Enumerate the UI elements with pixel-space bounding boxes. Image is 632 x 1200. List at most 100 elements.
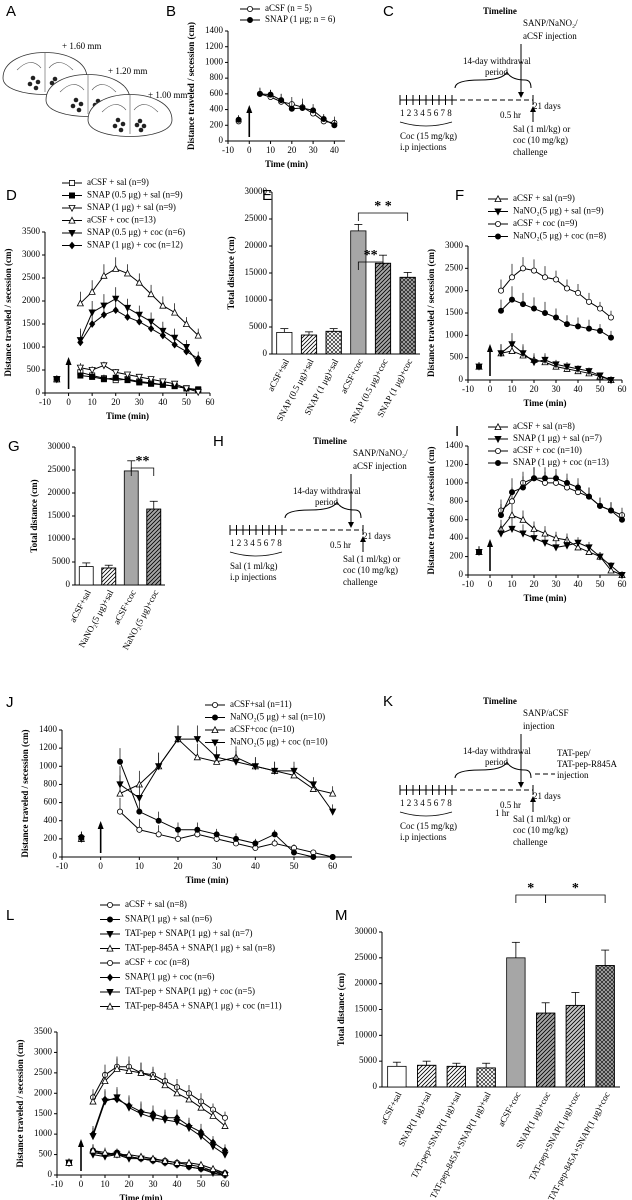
- x-tick-label: 40: [330, 145, 340, 155]
- data-point: [124, 313, 131, 321]
- diagram-label: coc (10 mg/kg): [513, 135, 568, 145]
- y-axis-label: Distance traveled / secession (cm): [426, 447, 436, 575]
- data-point: [619, 516, 626, 523]
- data-point: [161, 1156, 169, 1164]
- data-point: [149, 1154, 157, 1162]
- y-tick-label: 800: [210, 72, 224, 82]
- data-point: [520, 265, 527, 272]
- y-tick-label: 3000: [445, 240, 464, 250]
- data-point: [155, 817, 162, 824]
- data-point: [170, 380, 179, 388]
- data-point: [88, 366, 96, 375]
- bar-hatch: [446, 1065, 466, 1088]
- diagram-label: TAT-pep/: [557, 748, 591, 758]
- legend-marker: [246, 6, 253, 12]
- y-tick-label: 30000: [355, 926, 378, 936]
- series-line: [119, 761, 333, 858]
- data-point: [309, 781, 317, 789]
- x-tick-label: 0: [488, 384, 493, 394]
- x-tick-label: 20: [125, 1179, 135, 1189]
- panel-letter: C: [383, 3, 394, 20]
- legend-marker: [494, 435, 502, 444]
- data-point: [76, 364, 85, 372]
- x-tick-label: -10: [462, 579, 474, 589]
- x-tick-label: -10: [222, 145, 234, 155]
- x-tick-label: 40: [173, 1179, 183, 1189]
- x-tick-label: 30: [309, 145, 319, 155]
- data-point: [575, 484, 582, 491]
- bar-hatch: [595, 965, 615, 1088]
- x-tick-label: 60: [618, 579, 628, 589]
- y-tick-label: 600: [210, 88, 224, 98]
- legend-marker: [68, 229, 76, 238]
- x-tick-label: -10: [39, 397, 51, 407]
- data-point: [508, 489, 515, 496]
- x-tick-label: aCSF+sal: [378, 1090, 404, 1126]
- injection-site: [70, 103, 76, 109]
- brace: [399, 121, 453, 127]
- y-axis-label: Distance traveled / secession (cm): [3, 249, 13, 377]
- data-point: [159, 301, 167, 309]
- data-point: [195, 354, 202, 363]
- bar-hatch: [399, 276, 416, 355]
- data-point: [320, 116, 327, 123]
- data-point: [123, 371, 132, 379]
- bar-hatch: [565, 1004, 585, 1088]
- data-point: [89, 373, 96, 380]
- diagram-label: SANP/aCSF: [523, 708, 569, 718]
- data-point: [197, 1160, 205, 1168]
- y-tick-label: 0: [373, 1081, 378, 1091]
- y-tick-label: 200: [210, 119, 224, 129]
- diagram-label: 14-day withdrawal: [463, 746, 531, 756]
- data-point: [100, 310, 108, 319]
- y-tick-label: 1400: [205, 25, 224, 35]
- y-tick-label: 500: [27, 364, 41, 374]
- legend-marker: [494, 220, 501, 227]
- y-tick-label: 1500: [34, 1108, 53, 1118]
- data-point: [116, 789, 124, 797]
- data-point: [608, 334, 615, 341]
- injection-site: [27, 81, 33, 87]
- y-tick-label: 30000: [48, 441, 71, 451]
- data-point: [221, 1151, 229, 1159]
- data-point: [197, 1103, 205, 1111]
- data-point: [608, 314, 615, 321]
- data-point: [607, 566, 615, 574]
- data-point: [508, 274, 515, 281]
- data-point: [256, 90, 263, 97]
- data-point: [185, 1158, 193, 1166]
- data-point: [77, 835, 85, 843]
- x-tick-label: 40: [574, 579, 584, 589]
- y-tick-label: 1500: [22, 318, 41, 328]
- legend-label: aCSF + coc (n=8): [125, 957, 189, 967]
- data-point: [136, 826, 143, 833]
- data-point: [497, 307, 504, 314]
- data-point: [161, 1081, 169, 1089]
- diagram-label: injection: [523, 721, 555, 731]
- series-line: [500, 514, 623, 576]
- y-tick-label: 0: [459, 569, 464, 579]
- y-tick-label: 0: [48, 1169, 53, 1179]
- y-tick-label: 15000: [355, 1004, 378, 1014]
- diagram-label: SANP/NaNO₂/: [353, 448, 408, 458]
- diagram-label: period: [485, 757, 508, 767]
- data-point: [299, 105, 306, 112]
- data-point: [232, 758, 240, 766]
- injection-site: [134, 122, 140, 128]
- injection-site: [52, 76, 58, 82]
- diagram-label: TAT-pep-R845A: [557, 759, 617, 769]
- data-point: [88, 287, 96, 295]
- diagram-label: challenge: [513, 147, 547, 157]
- arrow-head: [530, 796, 536, 802]
- significance-bracket: [130, 467, 155, 476]
- panel-letter: A: [6, 3, 16, 20]
- significance-bracket: [357, 212, 409, 221]
- x-tick-label: 10: [101, 1179, 111, 1189]
- x-tick-label: -10: [462, 384, 474, 394]
- injection-site: [112, 123, 118, 129]
- legend-marker: [106, 931, 114, 939]
- x-tick-label: 60: [206, 397, 216, 407]
- brace: [229, 551, 283, 557]
- y-tick-label: 20000: [245, 240, 268, 250]
